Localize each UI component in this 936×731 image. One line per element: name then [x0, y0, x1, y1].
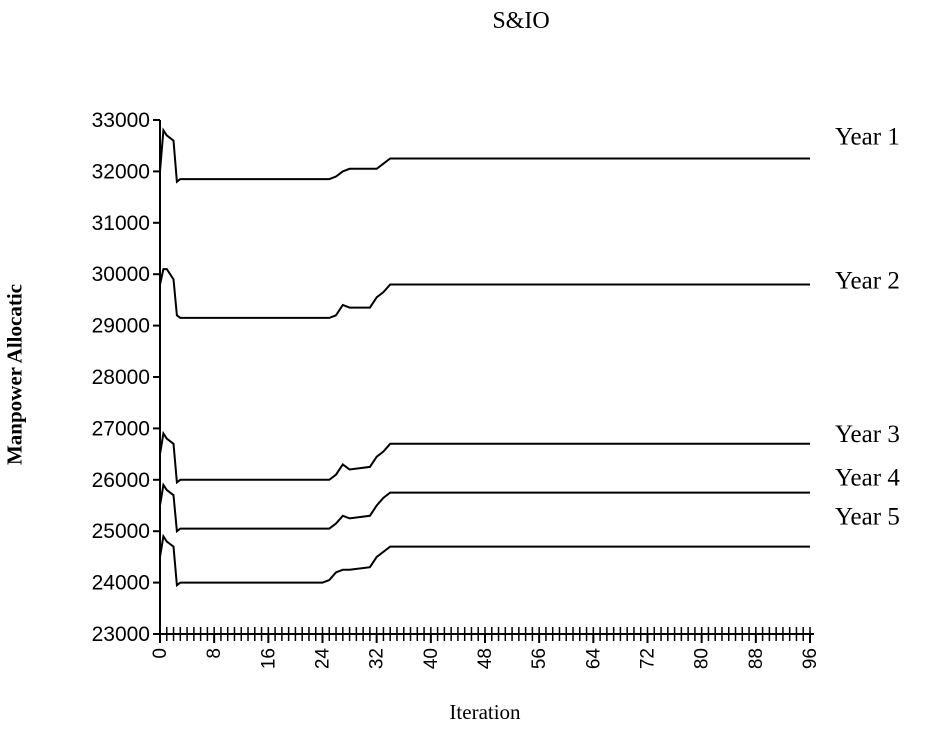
x-tick-label: 64 [583, 648, 604, 670]
y-tick-label: 24000 [92, 572, 150, 595]
x-tick-label: 16 [258, 648, 279, 669]
x-tick-label: 0 [150, 648, 171, 659]
y-tick-label: 25000 [92, 520, 150, 543]
x-tick-label: 72 [638, 648, 659, 669]
y-tick-label: 28000 [92, 366, 150, 389]
y-tick-label: 29000 [92, 315, 150, 338]
series-label-1: Year 1 [835, 124, 900, 151]
y-tick-label: 32000 [92, 160, 150, 183]
y-tick-label: 27000 [92, 417, 150, 440]
y-axis-label: Manpower Allocatic [2, 284, 27, 466]
y-tick-label: 31000 [92, 212, 150, 235]
x-tick-label: 40 [421, 648, 442, 669]
y-tick-label: 33000 [92, 109, 150, 132]
series-label-3: Year 3 [835, 421, 900, 448]
x-tick-label: 32 [367, 648, 388, 669]
x-tick-label: 8 [204, 648, 225, 659]
x-tick-label: 56 [529, 648, 550, 669]
series-line-4 [159, 482, 810, 534]
series-label-2: Year 2 [835, 267, 900, 294]
series-label-4: Year 4 [835, 465, 900, 492]
y-tick-label: 26000 [92, 469, 150, 492]
y-tick-label: 30000 [92, 263, 150, 286]
chart-title: S&IO [492, 8, 550, 34]
x-axis-label: Iteration [449, 700, 521, 724]
x-tick-label: 48 [475, 648, 496, 669]
series-line-2 [159, 268, 810, 319]
series-line-5 [159, 533, 810, 588]
series-line-3 [159, 430, 810, 485]
x-tick-label: 24 [313, 648, 334, 670]
series-label-5: Year 5 [835, 504, 900, 531]
x-tick-label: 96 [800, 648, 821, 669]
series-line-1 [159, 127, 810, 184]
x-tick-label: 88 [746, 648, 767, 669]
y-tick-label: 23000 [92, 623, 150, 646]
x-tick-label: 80 [692, 648, 713, 669]
